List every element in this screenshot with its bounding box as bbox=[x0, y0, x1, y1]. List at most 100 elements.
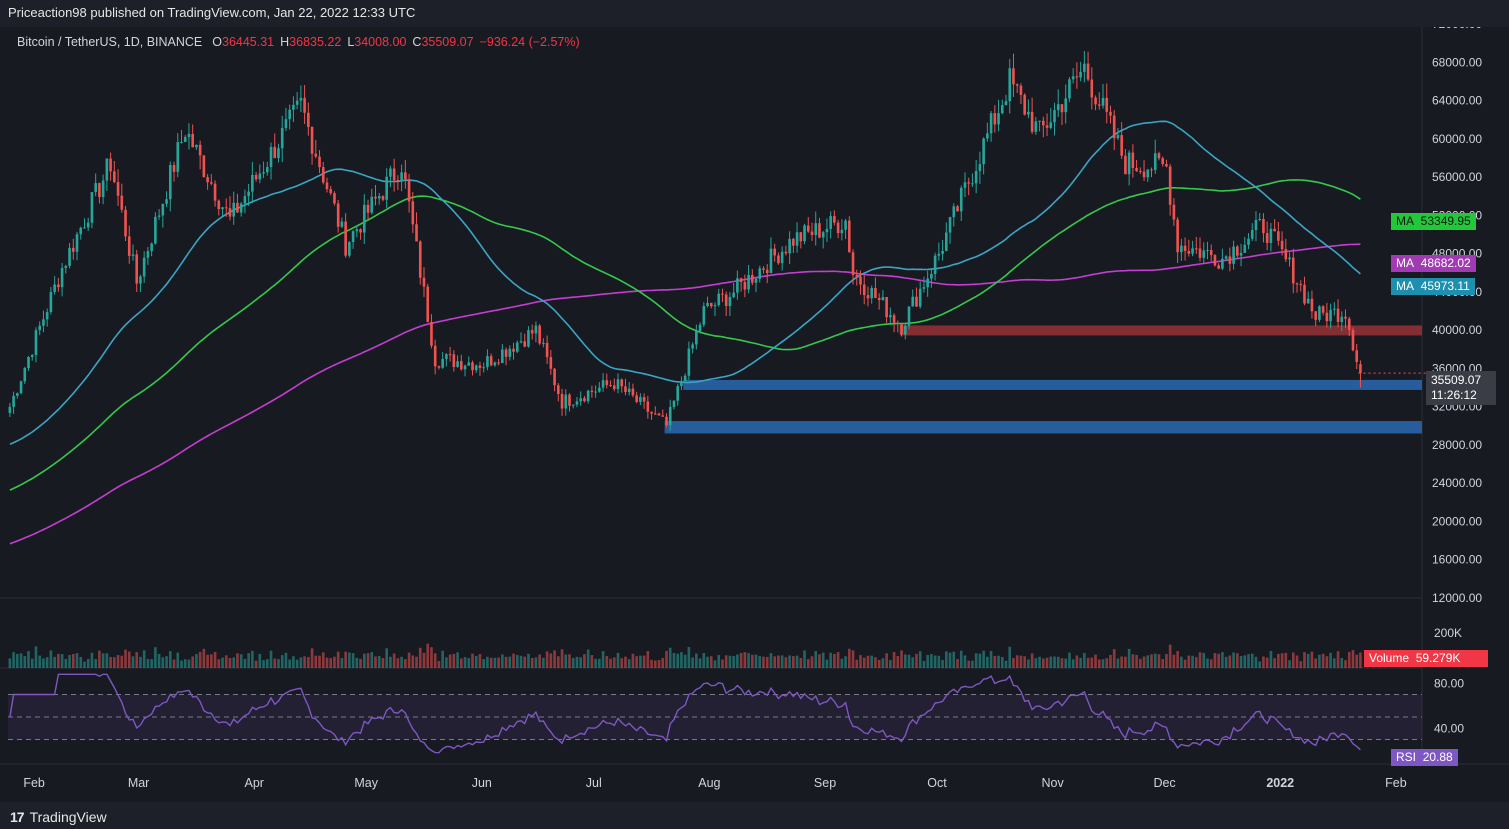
price-tick-label: 20000.00 bbox=[1432, 514, 1482, 528]
volume-bar bbox=[586, 649, 590, 668]
volume-bar bbox=[590, 655, 594, 668]
volume-bar bbox=[486, 656, 489, 668]
volume-bar bbox=[1056, 656, 1060, 668]
candle-body bbox=[799, 232, 803, 242]
candle-body bbox=[79, 227, 83, 235]
volume-bar bbox=[568, 654, 571, 668]
candle bbox=[400, 164, 403, 192]
candle-body bbox=[560, 393, 564, 409]
volume-bar bbox=[94, 659, 97, 668]
tradingview-brand[interactable]: 17 TradingView bbox=[10, 809, 107, 825]
volume-bar bbox=[571, 657, 575, 668]
candle bbox=[952, 203, 956, 227]
volume-bar bbox=[295, 659, 299, 668]
candle-body bbox=[583, 398, 586, 402]
candle-body bbox=[1333, 308, 1336, 310]
candle-body bbox=[292, 104, 295, 110]
candle-body bbox=[269, 146, 273, 168]
volume-bar bbox=[956, 659, 959, 668]
candle bbox=[154, 212, 157, 245]
candle bbox=[1295, 282, 1299, 293]
volume-bar bbox=[926, 654, 929, 668]
time-axis-label: Mar bbox=[128, 776, 150, 790]
ma1-tag: MA 53349.95 bbox=[1391, 213, 1476, 230]
volume-bar bbox=[627, 659, 631, 668]
candle bbox=[654, 406, 657, 415]
candle bbox=[146, 247, 150, 265]
candle bbox=[1183, 237, 1187, 261]
volume-bar bbox=[38, 655, 42, 668]
volume-bar bbox=[1120, 656, 1123, 668]
candle-body bbox=[213, 183, 217, 201]
volume-bar bbox=[1329, 652, 1332, 668]
volume-bar bbox=[1224, 656, 1228, 668]
candle-body bbox=[512, 348, 515, 352]
candle-body bbox=[997, 113, 1000, 125]
volume-bar bbox=[1097, 659, 1101, 668]
volume-bar bbox=[176, 652, 180, 668]
candle bbox=[1243, 237, 1247, 253]
candle bbox=[86, 217, 90, 231]
candle bbox=[1086, 51, 1090, 82]
volume-bar bbox=[303, 656, 306, 668]
candle bbox=[415, 212, 418, 242]
candle bbox=[12, 391, 15, 415]
ma2-value: 48682.02 bbox=[1420, 256, 1471, 270]
symbol-name[interactable]: Bitcoin / TetherUS, 1D, BINANCE bbox=[17, 35, 203, 49]
candle-body bbox=[1183, 245, 1187, 251]
candle-body bbox=[377, 196, 381, 199]
volume-bar bbox=[1254, 656, 1258, 668]
candle bbox=[1153, 139, 1157, 174]
candle bbox=[877, 293, 881, 310]
volume-bar bbox=[1112, 649, 1116, 668]
candle bbox=[195, 144, 198, 150]
volume-bar bbox=[866, 655, 870, 668]
volume-bar bbox=[489, 657, 493, 668]
candle bbox=[396, 175, 400, 190]
volume-bar bbox=[907, 654, 911, 668]
volume-bar bbox=[396, 658, 400, 668]
candle bbox=[1340, 311, 1344, 332]
volume-bar bbox=[217, 659, 221, 668]
candle-body bbox=[1236, 246, 1239, 256]
candle-body bbox=[501, 349, 504, 364]
candle-body bbox=[922, 287, 926, 289]
candle bbox=[1280, 231, 1284, 256]
candle-body bbox=[318, 156, 321, 168]
chart-background bbox=[0, 27, 1509, 802]
candle bbox=[758, 265, 762, 283]
candle bbox=[176, 133, 180, 178]
candle bbox=[646, 395, 650, 419]
volume-bar bbox=[1194, 657, 1198, 668]
volume-bar bbox=[333, 656, 336, 668]
chart-canvas[interactable]: 72000.00 68000.00 64000.00 60000.00 56000.00… bbox=[0, 27, 1509, 802]
brand-name: TradingView bbox=[29, 809, 107, 825]
candle-body bbox=[1269, 228, 1273, 243]
volume-bar bbox=[1172, 654, 1176, 668]
candle bbox=[754, 277, 758, 293]
candle bbox=[348, 241, 351, 258]
candle-body bbox=[1265, 233, 1269, 243]
candle-body bbox=[407, 179, 411, 202]
candle bbox=[829, 211, 832, 239]
candle-body bbox=[1299, 284, 1303, 286]
volume-bar bbox=[1168, 644, 1172, 668]
candle bbox=[635, 391, 638, 404]
candle bbox=[948, 216, 952, 244]
candle bbox=[1206, 241, 1209, 260]
candle bbox=[27, 356, 30, 371]
candle-body bbox=[1105, 97, 1109, 112]
volume-bar bbox=[1101, 659, 1105, 668]
candle-body bbox=[874, 287, 877, 298]
candle-body bbox=[1306, 298, 1310, 304]
candle-body bbox=[448, 354, 452, 356]
ma1-value: 53349.95 bbox=[1420, 214, 1471, 228]
volume-bar bbox=[534, 657, 538, 668]
volume-bar bbox=[657, 660, 661, 668]
candle-body bbox=[124, 209, 127, 237]
candle bbox=[1023, 93, 1026, 116]
volume-bar bbox=[8, 658, 12, 668]
candle-body bbox=[762, 268, 765, 270]
candle-body bbox=[1351, 329, 1355, 351]
candle-body bbox=[706, 302, 709, 307]
